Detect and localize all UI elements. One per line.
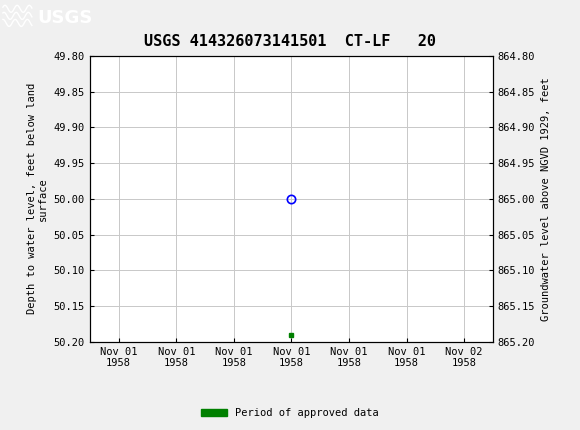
Text: USGS: USGS [38,9,93,27]
Y-axis label: Depth to water level, feet below land
surface: Depth to water level, feet below land su… [27,83,48,314]
Y-axis label: Groundwater level above NGVD 1929, feet: Groundwater level above NGVD 1929, feet [541,77,551,321]
Legend: Period of approved data: Period of approved data [197,404,383,423]
Text: USGS 414326073141501  CT-LF   20: USGS 414326073141501 CT-LF 20 [144,34,436,49]
